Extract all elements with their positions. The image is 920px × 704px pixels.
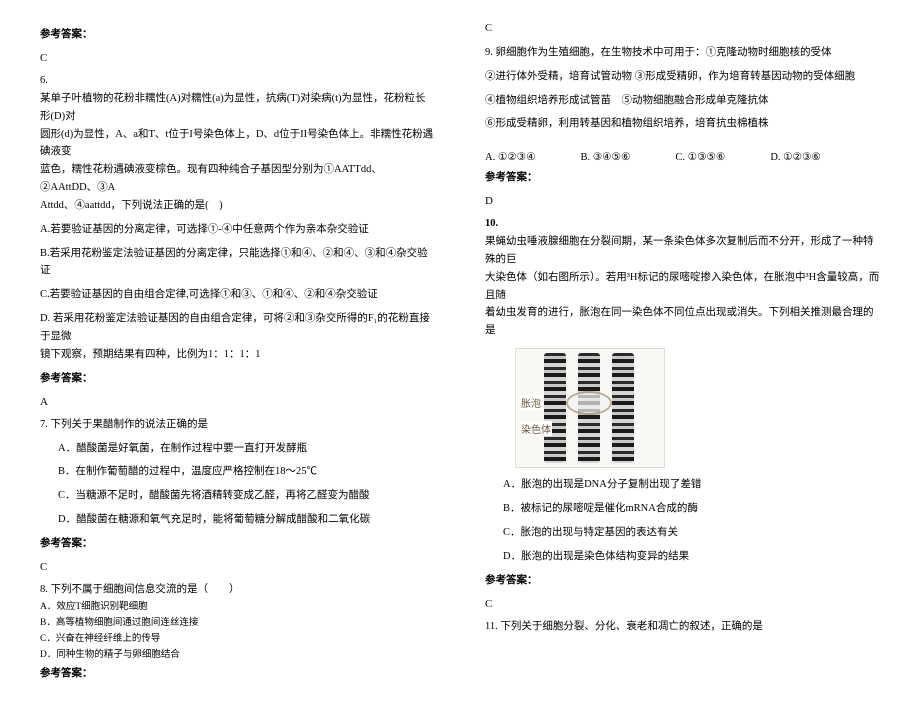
option-b: B．在制作葡萄醋的过程中，温度应严格控制在18～25℃ bbox=[40, 463, 435, 481]
option-a: A．效应T细胞识别靶细胞 bbox=[40, 599, 435, 615]
option-d: D．胀泡的出现是染色体结构变异的结果 bbox=[485, 548, 880, 566]
option-a: A．醋酸菌是好氧菌，在制作过程中要一直打开发酵瓶 bbox=[40, 440, 435, 458]
option-b: B.若采用花粉鉴定法验证基因的分离定律，只能选择①和④、②和④、③和④杂交验证 bbox=[40, 245, 435, 281]
answer-label: 参考答案： bbox=[40, 535, 435, 550]
option-d: D. 若采用花粉鉴定法验证基因的自由组合定律，可将②和③杂交所得的F₁的花粉直接… bbox=[40, 310, 435, 346]
option-b: B．被标记的尿嘧啶是催化mRNA合成的酶 bbox=[485, 500, 880, 518]
answer-value: C bbox=[485, 598, 880, 610]
option-b: B. ③④⑤⑥ bbox=[581, 151, 631, 163]
question-text: 某单子叶植物的花粉非糯性(A)对糯性(a)为显性，抗病(T)对染病(t)为显性，… bbox=[40, 90, 435, 126]
option-c: C．兴奋在神经纤维上的传导 bbox=[40, 631, 435, 647]
answer-value: C bbox=[40, 52, 435, 64]
option-d: D．同种生物的精子与卵细胞结合 bbox=[40, 647, 435, 663]
question-text: 蓝色，糯性花粉遇碘液变棕色。现有四种纯合子基因型分别为①AATTdd、②AAtt… bbox=[40, 161, 435, 197]
option-c: C. ①③⑤⑥ bbox=[675, 151, 725, 163]
question-text: Attdd、④aattdd，下列说法正确的是( ) bbox=[40, 197, 435, 215]
question-text: 着幼虫发育的进行，胀泡在同一染色体不同位点出现或消失。下列相关推测最合理的是 bbox=[485, 304, 880, 340]
left-column: 参考答案： C 6. 某单子叶植物的花粉非糯性(A)对糯性(a)为显性，抗病(T… bbox=[40, 20, 435, 684]
option-c: C．当糖源不足时，醋酸菌先将酒精转变成乙醛，再将乙醛变为醋酸 bbox=[40, 487, 435, 505]
answer-label: 参考答案： bbox=[485, 572, 880, 587]
option-d: D．醋酸菌在糖源和氧气充足时，能将葡萄糖分解成醋酸和二氧化碳 bbox=[40, 511, 435, 529]
question-text: 11. 下列关于细胞分裂、分化、衰老和凋亡的叙述，正确的是 bbox=[485, 618, 880, 636]
option-a: A．胀泡的出现是DNA分子复制出现了差错 bbox=[485, 476, 880, 494]
question-text: ⑥形成受精卵，利用转基因和植物组织培养，培育抗虫棉植株 bbox=[485, 115, 880, 133]
question-number: 10. bbox=[485, 215, 880, 233]
question-text: 8. 下列不属于细胞间信息交流的是（ ） bbox=[40, 581, 435, 599]
option-a: A. ①②③④ bbox=[485, 151, 536, 163]
answer-value: A bbox=[40, 396, 435, 408]
question-text: ④植物组织培养形成试管苗 ⑤动物细胞融合形成单克隆抗体 bbox=[485, 92, 880, 110]
question-text: 大染色体（如右图所示）。若用³H标记的尿嘧啶掺入染色体，在胀泡中³H含量较高，而… bbox=[485, 269, 880, 305]
answer-value: D bbox=[485, 195, 880, 207]
chromosome-figure: 胀泡 染色体 bbox=[515, 348, 665, 468]
option-d-cont: 镜下观察，预期结果有四种，比例为1：1：1：1 bbox=[40, 346, 435, 364]
document-page: 参考答案： C 6. 某单子叶植物的花粉非糯性(A)对糯性(a)为显性，抗病(T… bbox=[0, 0, 920, 704]
question-text: ②进行体外受精，培育试管动物 ③形成受精卵，作为培育转基因动物的受体细胞 bbox=[485, 68, 880, 86]
question-text: 果蝇幼虫唾液腺细胞在分裂间期，某一条染色体多次复制后而不分开，形成了一种特殊的巨 bbox=[485, 233, 880, 269]
figure-label-chrom: 染色体 bbox=[520, 421, 552, 436]
option-c: C．胀泡的出现与特定基因的表达有关 bbox=[485, 524, 880, 542]
answer-label: 参考答案： bbox=[485, 169, 880, 184]
option-b: B．高等植物细胞间通过胞间连丝连接 bbox=[40, 615, 435, 631]
figure-label-bubble: 胀泡 bbox=[520, 395, 542, 410]
option-row: A. ①②③④ B. ③④⑤⑥ C. ①③⑤⑥ D. ①②③⑥ bbox=[485, 151, 880, 163]
right-column: C 9. 卵细胞作为生殖细胞，在生物技术中可用于：①克隆动物时细胞核的受体 ②进… bbox=[485, 20, 880, 684]
option-a: A.若要验证基因的分离定律，可选择①-④中任意两个作为亲本杂交验证 bbox=[40, 221, 435, 239]
option-c: C.若要验证基因的自由组合定律,可选择①和③、①和④、②和④杂交验证 bbox=[40, 286, 435, 304]
option-d: D. ①②③⑥ bbox=[770, 151, 821, 163]
answer-value: C bbox=[40, 561, 435, 573]
answer-label: 参考答案： bbox=[40, 26, 435, 41]
question-text: 7. 下列关于果醋制作的说法正确的是 bbox=[40, 416, 435, 434]
answer-label: 参考答案： bbox=[40, 665, 435, 680]
question-text: 圆形(d)为显性，A、a和T、t位于I号染色体上，D、d位于II号染色体上。非糯… bbox=[40, 126, 435, 162]
answer-label: 参考答案： bbox=[40, 370, 435, 385]
question-text: 9. 卵细胞作为生殖细胞，在生物技术中可用于：①克隆动物时细胞核的受体 bbox=[485, 44, 880, 62]
question-number: 6. bbox=[40, 72, 435, 90]
answer-value: C bbox=[485, 20, 880, 38]
